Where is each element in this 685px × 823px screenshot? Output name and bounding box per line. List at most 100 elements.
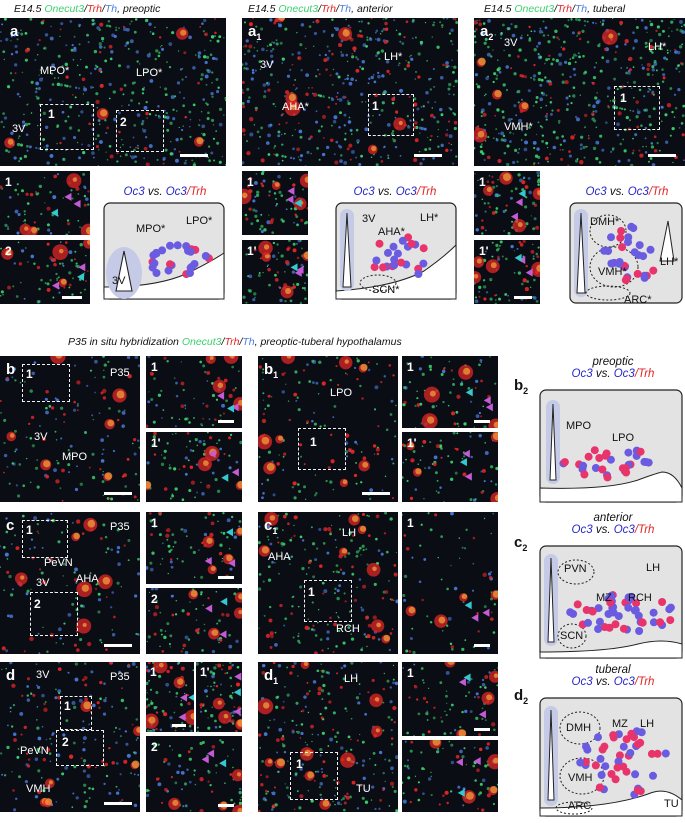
signal-speck xyxy=(485,93,487,96)
signal-speck xyxy=(185,446,188,448)
neuron-dot xyxy=(665,605,674,614)
signal-speck xyxy=(681,133,685,137)
signal-speck xyxy=(177,678,184,685)
signal-speck xyxy=(201,424,203,427)
arrowhead-icon xyxy=(483,396,491,405)
signal-speck xyxy=(10,131,14,135)
signal-speck xyxy=(584,113,588,118)
signal-speck xyxy=(110,497,114,501)
signal-speck xyxy=(12,732,17,736)
schematic-c2 xyxy=(539,545,683,659)
signal-speck xyxy=(199,777,204,782)
signal-speck xyxy=(428,147,432,151)
signal-speck xyxy=(261,671,266,675)
signal-speck xyxy=(185,159,187,162)
signal-speck xyxy=(207,512,212,516)
signal-speck xyxy=(285,383,287,385)
signal-speck xyxy=(303,463,306,466)
signal-speck xyxy=(242,91,245,94)
signal-speck xyxy=(35,81,40,86)
signal-speck xyxy=(330,524,333,526)
signal-speck xyxy=(365,44,368,48)
signal-speck xyxy=(322,760,326,764)
signal-speck xyxy=(158,662,164,668)
signal-speck xyxy=(441,369,446,374)
signal-speck xyxy=(434,101,437,104)
signal-speck xyxy=(98,706,101,709)
signal-speck xyxy=(659,42,663,46)
signal-speck xyxy=(22,484,26,488)
signal-speck xyxy=(483,202,486,205)
signal-speck xyxy=(420,356,425,358)
signal-speck xyxy=(390,457,394,461)
signal-speck xyxy=(667,35,670,38)
signal-speck xyxy=(656,25,660,29)
signal-speck xyxy=(617,159,621,163)
signal-speck xyxy=(146,727,148,729)
signal-speck xyxy=(482,22,486,25)
signal-speck xyxy=(196,137,204,145)
signal-speck xyxy=(473,696,476,699)
signal-speck xyxy=(156,158,159,161)
signal-speck xyxy=(444,710,446,713)
signal-speck xyxy=(453,120,458,125)
signal-speck xyxy=(359,34,362,37)
signal-speck xyxy=(521,102,529,110)
signal-speck xyxy=(679,29,683,33)
signal-speck xyxy=(237,719,242,727)
signal-speck xyxy=(409,56,411,58)
signal-speck xyxy=(484,123,487,126)
signal-speck xyxy=(299,767,303,771)
signal-speck xyxy=(14,534,17,537)
signal-speck xyxy=(207,717,209,719)
signal-speck xyxy=(317,733,319,736)
signal-speck xyxy=(61,468,65,473)
signal-speck xyxy=(243,53,246,56)
signal-speck xyxy=(404,740,407,743)
neuron-dot xyxy=(611,620,620,629)
signal-speck xyxy=(329,378,332,382)
signal-speck xyxy=(253,248,257,252)
signal-speck xyxy=(102,523,106,527)
signal-speck xyxy=(180,29,187,36)
signal-speck xyxy=(248,22,254,27)
signal-speck xyxy=(599,134,603,138)
signal-speck xyxy=(281,159,284,162)
signal-speck xyxy=(440,456,443,459)
arrowhead-icon xyxy=(233,688,241,697)
signal-speck xyxy=(123,83,127,87)
signal-speck xyxy=(429,390,436,397)
signal-speck xyxy=(324,53,328,57)
signal-speck xyxy=(306,743,309,746)
signal-speck xyxy=(153,525,156,529)
signal-speck xyxy=(398,32,402,36)
scale-bar xyxy=(104,492,132,495)
signal-speck xyxy=(494,33,497,36)
signal-speck xyxy=(321,771,324,774)
signal-speck xyxy=(480,361,482,363)
signal-speck xyxy=(624,38,629,44)
signal-speck xyxy=(127,104,130,107)
signal-speck xyxy=(203,460,209,467)
neuron-dot xyxy=(601,451,610,460)
signal-speck xyxy=(126,41,130,44)
signal-speck xyxy=(540,106,542,109)
signal-speck xyxy=(113,117,117,122)
signal-speck xyxy=(362,548,365,552)
signal-speck xyxy=(492,802,496,806)
signal-speck xyxy=(390,737,394,740)
signal-speck xyxy=(231,714,234,717)
signal-speck xyxy=(311,419,314,423)
signal-speck xyxy=(207,111,210,115)
signal-speck xyxy=(452,93,455,96)
signal-speck xyxy=(347,101,351,106)
signal-speck xyxy=(63,622,66,625)
signal-speck xyxy=(301,709,305,713)
neuron-dot xyxy=(201,252,210,260)
signal-speck xyxy=(331,52,334,56)
signal-speck xyxy=(242,102,245,105)
signal-speck xyxy=(161,650,165,653)
signal-speck xyxy=(121,105,123,107)
signal-speck xyxy=(9,662,13,665)
neuron-dot xyxy=(619,742,628,751)
